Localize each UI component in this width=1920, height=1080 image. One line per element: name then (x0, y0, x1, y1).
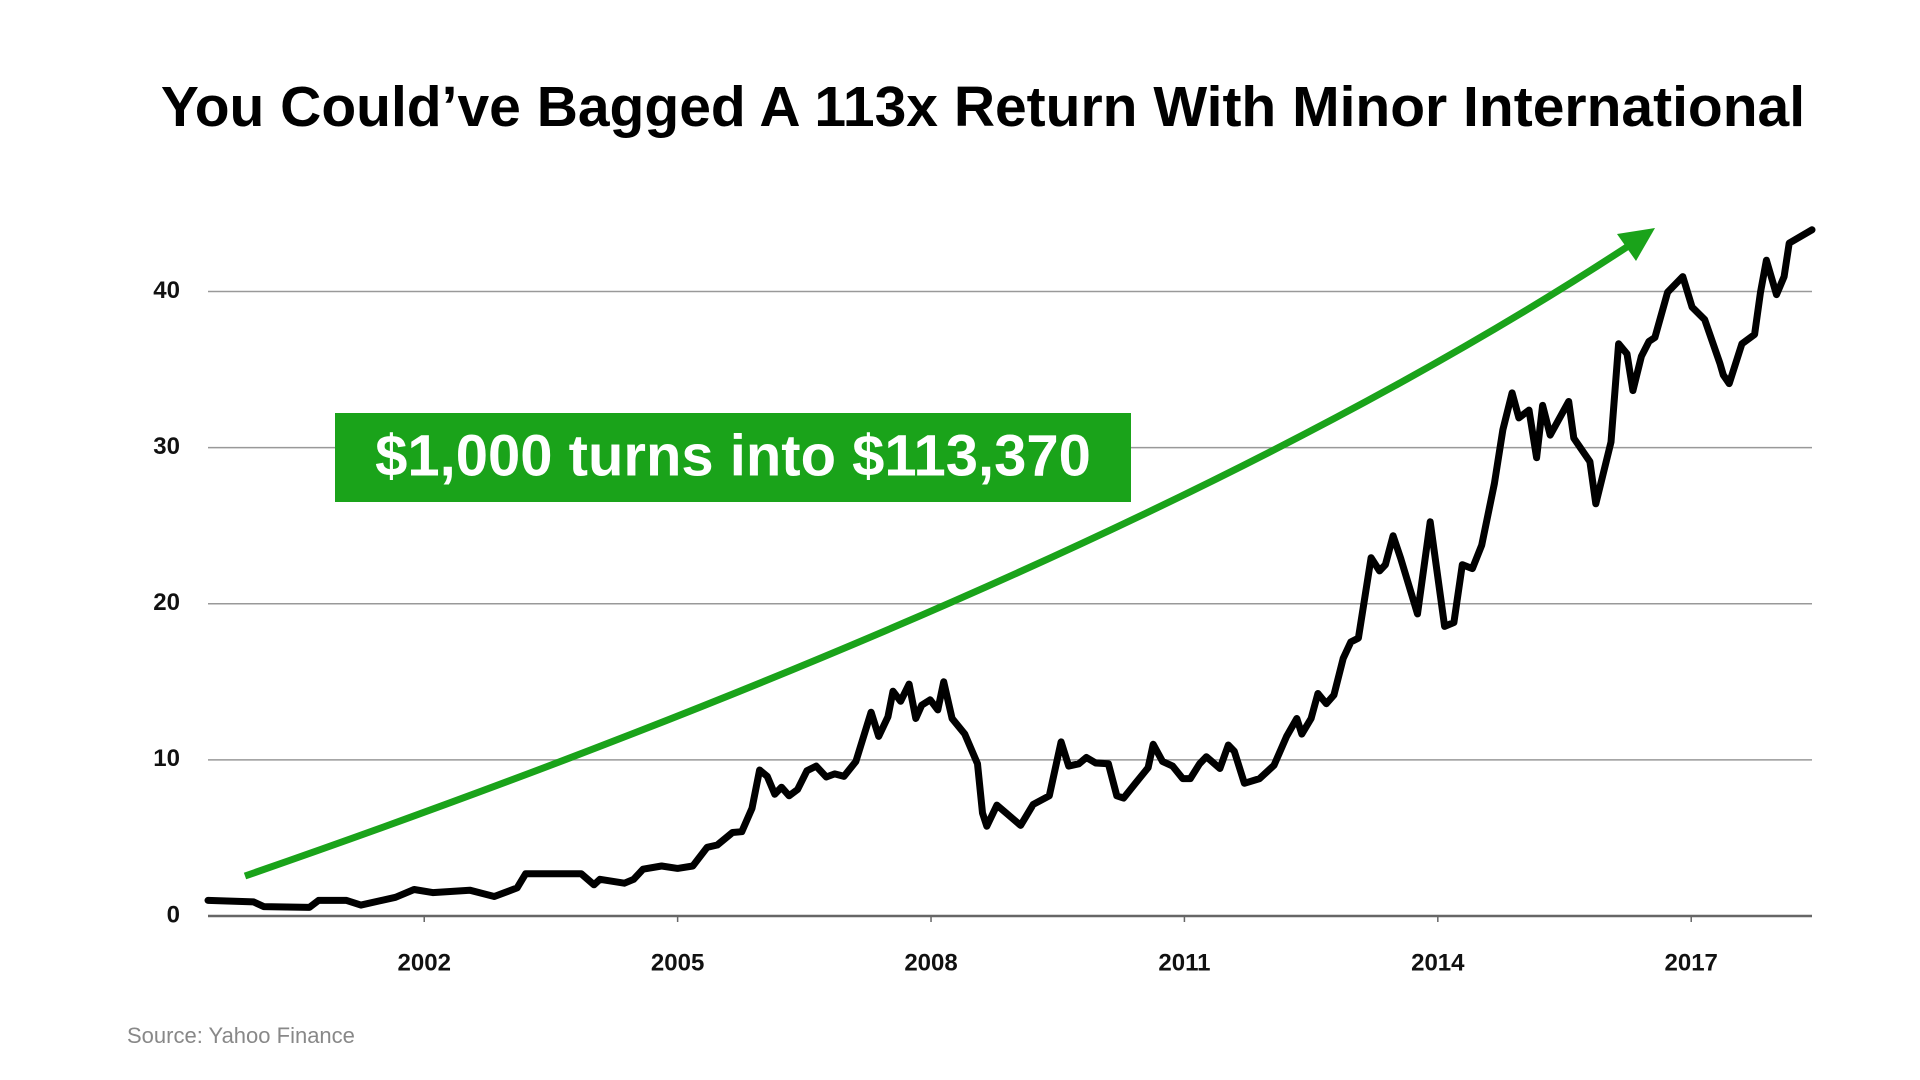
x-tick-label: 2002 (398, 949, 451, 976)
annotation-text: $1,000 turns into $113,370 (375, 423, 1091, 488)
growth-arrow (243, 238, 1638, 880)
x-tick-label: 2017 (1665, 949, 1718, 976)
y-tick-label: 20 (153, 589, 180, 616)
y-tick-label: 0 (167, 901, 180, 928)
y-tick-label: 30 (153, 433, 180, 460)
x-tick-label: 2014 (1411, 949, 1465, 976)
x-tick-label: 2008 (904, 949, 957, 976)
annotation-box (335, 413, 1131, 502)
price-line (204, 226, 1816, 911)
y-tick-label: 40 (153, 277, 180, 304)
chart-title: You Could’ve Bagged A 113x Return With M… (161, 75, 1805, 139)
growth-arrowhead (1617, 228, 1655, 261)
x-tick-label: 2005 (651, 949, 704, 976)
x-tick-label: 2011 (1158, 949, 1210, 976)
y-tick-label: 10 (153, 745, 180, 772)
source-note: Source: Yahoo Finance (127, 1023, 355, 1048)
